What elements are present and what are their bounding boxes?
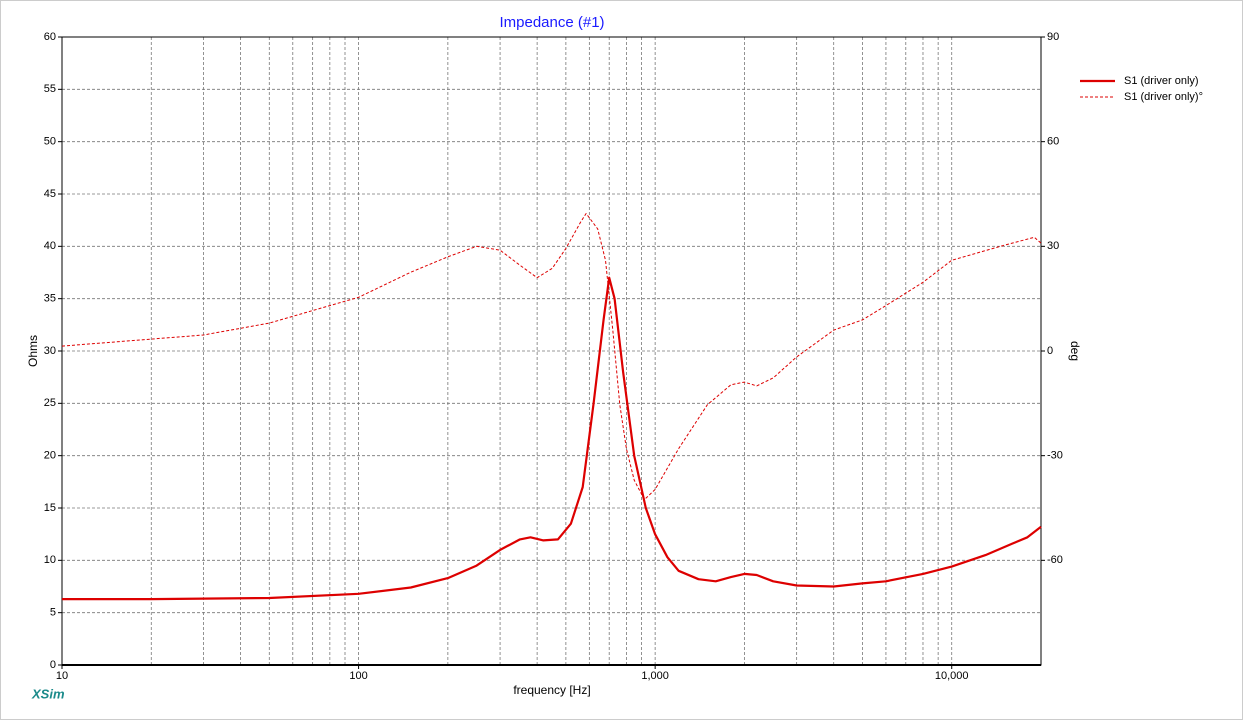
y-tick-label: 55 <box>44 83 56 95</box>
y2-tick-label: -30 <box>1047 450 1063 462</box>
y-tick-label: 30 <box>44 345 56 357</box>
y2-tick-label: 30 <box>1047 240 1059 252</box>
y-tick-label: 35 <box>44 293 56 305</box>
y-tick-label: 25 <box>44 397 56 409</box>
y2-tick-label: 90 <box>1047 31 1059 43</box>
y-tick-label: 20 <box>44 450 56 462</box>
x-tick-label: 10,000 <box>935 670 969 682</box>
y-tick-label: 40 <box>44 240 56 252</box>
y2-tick-label: -60 <box>1047 554 1063 566</box>
y-tick-label: 15 <box>44 502 56 514</box>
y2-axis-label: deg <box>1068 341 1082 361</box>
x-tick-label: 100 <box>349 670 367 682</box>
y-axis-label: Ohms <box>26 335 40 367</box>
legend-label: S1 (driver only) <box>1124 75 1199 87</box>
legend-label: S1 (driver only)° <box>1124 91 1203 103</box>
y-tick-label: 45 <box>44 188 56 200</box>
x-tick-label: 10 <box>56 670 68 682</box>
y2-tick-label: 0 <box>1047 345 1053 357</box>
y-tick-label: 10 <box>44 554 56 566</box>
y-tick-label: 5 <box>50 607 56 619</box>
y-tick-label: 60 <box>44 31 56 43</box>
chart-title: Impedance (#1) <box>499 14 604 31</box>
series-line <box>62 276 1042 601</box>
series-line <box>61 213 1042 501</box>
brand: XSim <box>31 686 65 701</box>
y2-tick-label: 60 <box>1047 136 1059 148</box>
y-tick-label: 0 <box>50 659 56 671</box>
x-tick-label: 1,000 <box>641 670 669 682</box>
x-axis-label: frequency [Hz] <box>513 683 590 697</box>
y-tick-label: 50 <box>44 136 56 148</box>
